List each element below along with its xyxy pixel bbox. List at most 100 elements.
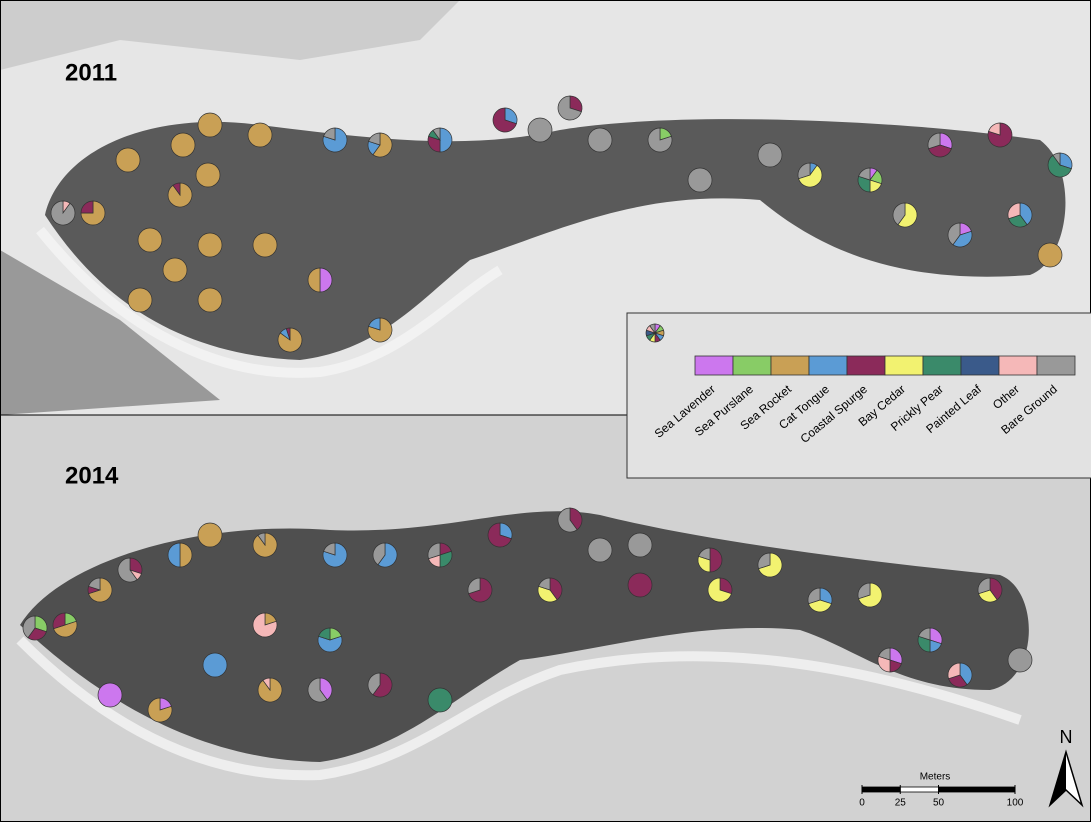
site-pie (758, 553, 782, 577)
site-pie (23, 616, 47, 640)
site-pie (928, 133, 952, 157)
scale-tick-label: 50 (933, 798, 945, 809)
site-pie (528, 118, 552, 142)
site-pie (948, 663, 972, 687)
site-pie (138, 228, 162, 252)
legend-swatch (771, 356, 809, 375)
site-pie (148, 698, 172, 722)
site-pie (688, 168, 712, 192)
site-pie (428, 543, 452, 567)
legend-swatch (1037, 356, 1075, 375)
site-pie (1008, 203, 1032, 227)
pie-wedge (588, 128, 612, 152)
pie-wedge (428, 688, 452, 712)
site-pie (758, 143, 782, 167)
site-pie (198, 233, 222, 257)
site-pie (163, 258, 187, 282)
pie-wedge (171, 133, 195, 157)
site-pie (538, 578, 562, 602)
site-pie (698, 548, 722, 572)
legend-swatch (809, 356, 847, 375)
site-pie (258, 678, 282, 702)
site-pie (203, 653, 227, 677)
site-pie (558, 508, 582, 532)
site-pie (878, 648, 902, 672)
site-pie (368, 673, 392, 697)
site-pie (558, 96, 582, 120)
site-pie (253, 533, 277, 557)
pie-wedge (1008, 648, 1032, 672)
legend-swatch (999, 356, 1037, 375)
site-pie (196, 163, 220, 187)
site-pie (1008, 648, 1032, 672)
site-pie (893, 203, 917, 227)
site-pie (308, 268, 332, 292)
site-pie (323, 128, 347, 152)
north-label: N (1060, 727, 1073, 747)
pie-wedge (198, 523, 222, 547)
site-pie (988, 123, 1012, 147)
legend-swatch (695, 356, 733, 375)
pie-wedge (628, 533, 652, 557)
site-pie (368, 133, 392, 157)
pie-wedge (688, 168, 712, 192)
pie-wedge (203, 653, 227, 677)
site-pie (248, 123, 272, 147)
scale-segment (900, 787, 938, 792)
site-pie (428, 128, 452, 152)
site-pie (373, 543, 397, 567)
site-pie (428, 688, 452, 712)
site-pie (118, 558, 142, 582)
site-pie (198, 113, 222, 137)
site-pie (88, 578, 112, 602)
pie-wedge (253, 233, 277, 257)
site-pie (323, 543, 347, 567)
site-pie (588, 128, 612, 152)
site-pie (628, 573, 652, 597)
pie-wedge (248, 123, 272, 147)
pie-wedge (758, 143, 782, 167)
scale-tick-label: 25 (895, 798, 907, 809)
site-pie (468, 578, 492, 602)
legend: Sea LavenderSea PurslaneSea RocketCat To… (627, 313, 1091, 478)
site-pie (318, 628, 342, 652)
site-pie (978, 578, 1002, 602)
site-pie (53, 613, 77, 637)
site-pie (278, 328, 302, 352)
scale-tick-label: 0 (859, 798, 865, 809)
site-pie (128, 288, 152, 312)
pie-wedge (163, 258, 187, 282)
pie-wedge (628, 573, 652, 597)
scale-tick-label: 100 (1007, 798, 1024, 809)
site-pie (198, 523, 222, 547)
site-pie (368, 318, 392, 342)
site-pie (918, 628, 942, 652)
site-pie (628, 533, 652, 557)
site-pie (168, 183, 192, 207)
pie-wedge (198, 113, 222, 137)
site-pie (171, 133, 195, 157)
pie-wedge (51, 201, 75, 225)
scale-segment (939, 787, 1016, 792)
site-pie (98, 683, 122, 707)
site-pie (948, 223, 972, 247)
pie-wedge (116, 148, 140, 172)
pie-wedge (1038, 243, 1062, 267)
legend-swatch (847, 356, 885, 375)
site-pie (858, 168, 882, 192)
site-pie (648, 128, 672, 152)
site-pie (168, 543, 192, 567)
site-pie (493, 108, 517, 132)
site-pie (116, 148, 140, 172)
pie-wedge (138, 228, 162, 252)
site-pie (253, 613, 277, 637)
pie-wedge (198, 233, 222, 257)
site-pie (488, 523, 512, 547)
site-pie (198, 288, 222, 312)
site-pie (588, 538, 612, 562)
pie-wedge (196, 163, 220, 187)
panel-title: 2014 (65, 462, 119, 489)
site-pie (808, 588, 832, 612)
legend-swatch (923, 356, 961, 375)
pie-wedge (128, 288, 152, 312)
